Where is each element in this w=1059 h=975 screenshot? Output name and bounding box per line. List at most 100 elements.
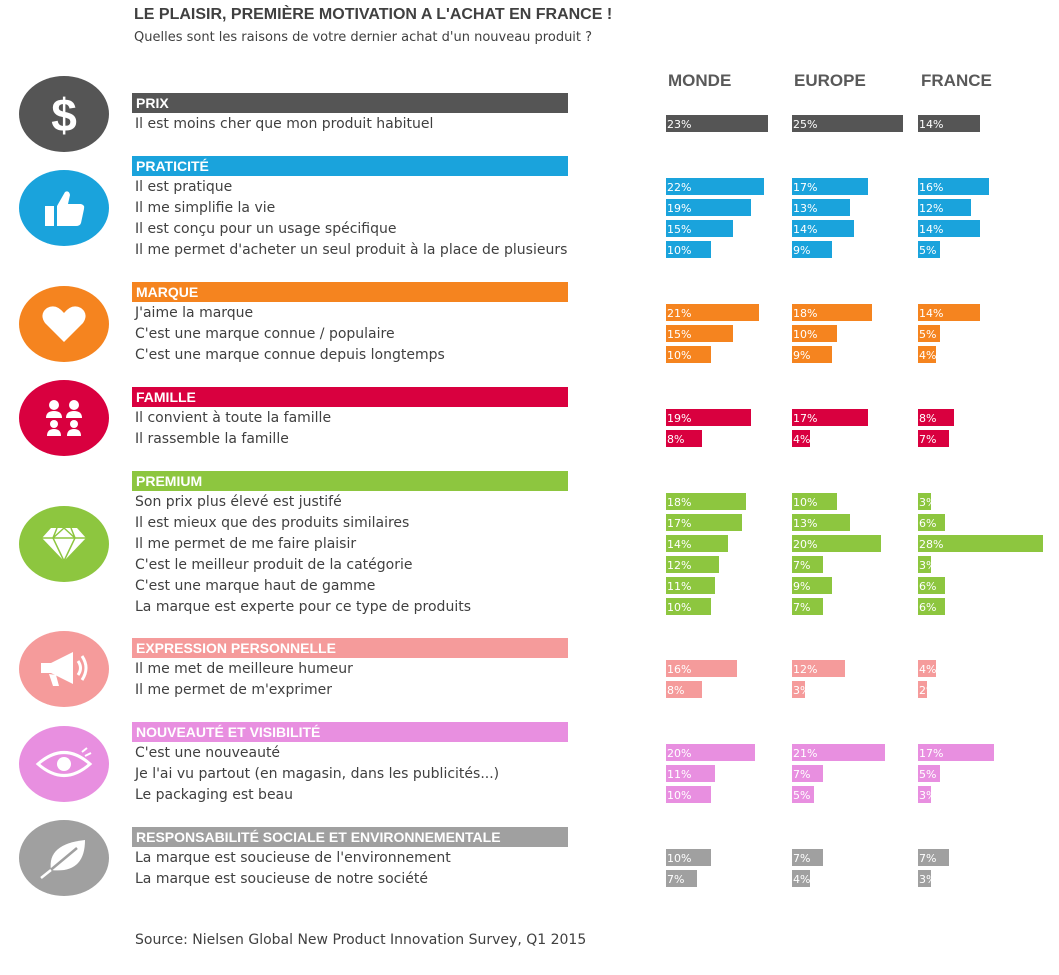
bar-value-label: 4% [919, 663, 936, 676]
column-header-europe: EUROPE [794, 71, 866, 90]
bar-france: 6% [918, 598, 945, 615]
bar-france: 4% [918, 660, 936, 677]
bar-value-label: 7% [919, 852, 937, 865]
bar-value-label: 14% [793, 223, 818, 236]
bar-value-label: 7% [667, 873, 685, 886]
bar-france: 2% [918, 681, 927, 698]
row-label: Il me permet de me faire plaisir [135, 536, 357, 552]
bar-monde: 17% [666, 514, 742, 531]
bar-value-label: 18% [667, 496, 692, 509]
row-label: Il rassemble la famille [135, 431, 289, 447]
bar-europe: 18% [792, 304, 872, 321]
diamond-icon-badge [19, 506, 109, 582]
bar-monde: 10% [666, 241, 711, 258]
bar-value-label: 10% [667, 244, 692, 257]
bar-monde: 19% [666, 199, 751, 216]
bar-europe: 25% [792, 115, 903, 132]
bar-value-label: 17% [667, 517, 692, 530]
bar-value-label: 3% [793, 684, 805, 697]
bar-france: 3% [918, 493, 931, 510]
bar-value-label: 6% [919, 601, 937, 614]
bar-monde: 10% [666, 786, 711, 803]
bar-value-label: 17% [793, 181, 818, 194]
bar-europe: 17% [792, 178, 868, 195]
bar-france: 3% [918, 786, 931, 803]
bar-monde: 11% [666, 577, 715, 594]
bar-value-label: 14% [667, 538, 692, 551]
bar-value-label: 4% [919, 349, 936, 362]
bar-france: 5% [918, 241, 940, 258]
row-label: Il est mieux que des produits similaires [135, 515, 410, 531]
bar-value-label: 3% [919, 873, 931, 886]
bar-france: 3% [918, 556, 931, 573]
bar-value-label: 7% [793, 768, 811, 781]
bar-france: 14% [918, 220, 980, 237]
bar-monde: 8% [666, 681, 702, 698]
row-label: La marque est soucieuse de notre société [135, 871, 428, 887]
bar-value-label: 21% [667, 307, 692, 320]
bar-monde: 7% [666, 870, 697, 887]
row-label: C'est une marque connue depuis longtemps [135, 347, 445, 363]
bar-france: 14% [918, 304, 980, 321]
bar-value-label: 9% [793, 349, 811, 362]
bar-value-label: 21% [793, 747, 818, 760]
bar-value-label: 10% [667, 789, 692, 802]
bar-value-label: 13% [793, 517, 818, 530]
bar-value-label: 11% [667, 580, 692, 593]
bar-france: 3% [918, 870, 931, 887]
bar-europe: 3% [792, 681, 805, 698]
bar-europe: 9% [792, 346, 832, 363]
bar-monde: 12% [666, 556, 719, 573]
bar-value-label: 25% [793, 118, 818, 131]
bar-value-label: 13% [793, 202, 818, 215]
bar-europe: 12% [792, 660, 845, 677]
bar-value-label: 3% [919, 496, 931, 509]
family-icon [38, 398, 90, 438]
column-header-france: FRANCE [921, 71, 992, 90]
bar-europe: 7% [792, 556, 823, 573]
bar-value-label: 20% [793, 538, 818, 551]
bar-value-label: 12% [667, 559, 692, 572]
bar-value-label: 5% [919, 244, 937, 257]
row-label: Il me simplifie la vie [135, 200, 276, 216]
column-header-monde: MONDE [668, 71, 732, 90]
category-header-expression-personnelle: EXPRESSION PERSONNELLE [132, 638, 568, 658]
bar-value-label: 16% [919, 181, 944, 194]
bar-monde: 18% [666, 493, 746, 510]
bar-monde: 11% [666, 765, 715, 782]
bar-monde: 16% [666, 660, 737, 677]
bar-value-label: 10% [667, 601, 692, 614]
bar-value-label: 7% [793, 559, 811, 572]
dollar-icon-badge: $ [19, 76, 109, 152]
row-label: C'est une marque haut de gamme [135, 578, 376, 594]
bar-value-label: 10% [793, 496, 818, 509]
category-header-premium: PREMIUM [132, 471, 568, 491]
bar-value-label: 9% [793, 580, 811, 593]
row-label: Il est moins cher que mon produit habitu… [135, 116, 434, 132]
bar-value-label: 10% [667, 349, 692, 362]
bar-france: 28% [918, 535, 1043, 552]
bar-value-label: 12% [919, 202, 944, 215]
bar-value-label: 11% [667, 768, 692, 781]
bar-europe: 17% [792, 409, 868, 426]
bar-france: 17% [918, 744, 994, 761]
bar-value-label: 17% [793, 412, 818, 425]
bar-monde: 10% [666, 849, 711, 866]
thumbs-up-icon-badge [19, 170, 109, 246]
heart-icon [41, 304, 87, 344]
thumbs-up-icon [41, 188, 87, 228]
row-label: Il me met de meilleure humeur [135, 661, 353, 677]
bar-europe: 7% [792, 765, 823, 782]
bar-monde: 20% [666, 744, 755, 761]
row-label: J'aime la marque [135, 305, 254, 321]
category-header-nouveaute-et-visibilite: NOUVEAUTÉ ET VISIBILITÉ [132, 722, 568, 742]
bar-value-label: 8% [667, 433, 685, 446]
bar-france: 14% [918, 115, 980, 132]
eye-icon-badge [19, 726, 109, 802]
bar-france: 7% [918, 430, 949, 447]
bar-europe: 9% [792, 241, 832, 258]
category-header-responsabilite-sociale-et-environnementale: RESPONSABILITÉ SOCIALE ET ENVIRONNEMENTA… [132, 827, 568, 847]
bar-europe: 13% [792, 514, 850, 531]
bar-value-label: 7% [919, 433, 937, 446]
